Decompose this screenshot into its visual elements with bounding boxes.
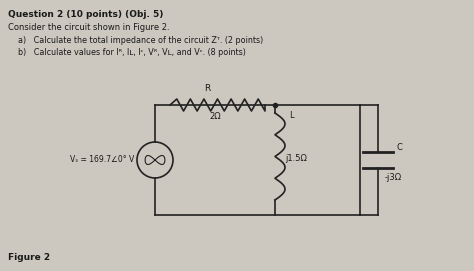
Text: 2Ω: 2Ω xyxy=(210,112,221,121)
Text: Figure 2: Figure 2 xyxy=(8,253,50,262)
Text: Vₛ = 169.7∠0° V: Vₛ = 169.7∠0° V xyxy=(70,156,134,164)
Text: b)   Calculate values for Iᴿ, Iʟ, Iᶜ, Vᴿ, Vʟ, and Vᶜ. (8 points): b) Calculate values for Iᴿ, Iʟ, Iᶜ, Vᴿ, … xyxy=(18,48,246,57)
Text: R: R xyxy=(204,84,210,93)
Text: Question 2 (10 points) (Obj. 5): Question 2 (10 points) (Obj. 5) xyxy=(8,10,164,19)
Text: a)   Calculate the total impedance of the circuit Zᵀ. (2 points): a) Calculate the total impedance of the … xyxy=(18,36,263,45)
Text: L: L xyxy=(289,111,293,120)
Text: Consider the circuit shown in Figure 2.: Consider the circuit shown in Figure 2. xyxy=(8,23,170,32)
Text: C: C xyxy=(397,143,403,152)
Text: -j3Ω: -j3Ω xyxy=(385,173,402,182)
Text: j1.5Ω: j1.5Ω xyxy=(285,154,307,163)
